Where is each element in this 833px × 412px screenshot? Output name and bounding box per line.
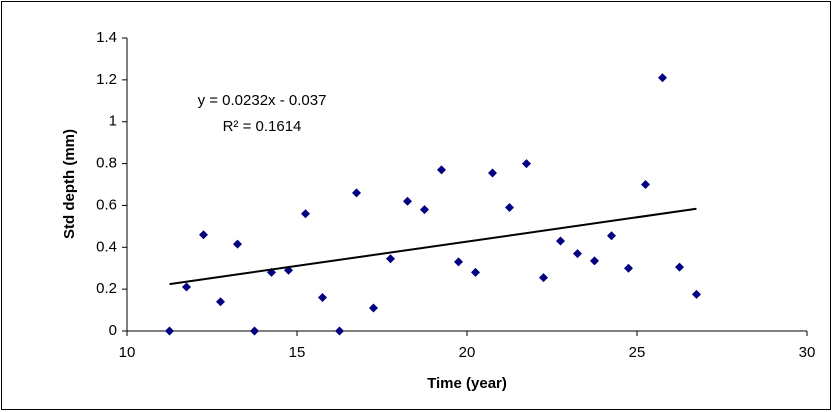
data-point (386, 254, 395, 264)
data-point (437, 165, 446, 175)
data-point (590, 256, 599, 266)
y-tick-label: 0.4 (96, 238, 117, 255)
data-point (165, 326, 174, 336)
x-tick-label: 10 (119, 344, 136, 361)
data-point (692, 289, 701, 299)
data-point (369, 303, 378, 313)
data-point (573, 249, 582, 259)
data-point (318, 293, 327, 303)
trendline-equation: y = 0.0232x - 0.037 (198, 92, 327, 109)
data-point (352, 188, 361, 198)
data-point (301, 209, 310, 219)
data-point (233, 239, 242, 249)
data-point (505, 203, 514, 213)
y-tick-label: 1.4 (96, 29, 117, 46)
data-point (607, 231, 616, 241)
y-tick-label: 1 (109, 113, 117, 130)
data-point (420, 205, 429, 215)
data-point (182, 282, 191, 292)
data-point (199, 230, 208, 240)
y-tick-label: 0 (109, 322, 117, 339)
data-point (250, 326, 259, 336)
data-point (471, 267, 480, 277)
data-point (335, 326, 344, 336)
trendline (169, 207, 697, 286)
trendline-r-squared: R² = 0.1614 (223, 118, 302, 135)
x-tick-label: 20 (459, 344, 476, 361)
y-tick-label: 0.8 (96, 155, 117, 172)
data-point (539, 273, 548, 283)
y-tick-label: 0.6 (96, 196, 117, 213)
x-tick-label: 30 (799, 344, 816, 361)
data-point (454, 257, 463, 267)
data-point (403, 196, 412, 206)
y-tick-label: 0.2 (96, 280, 117, 297)
y-tick-label: 1.2 (96, 71, 117, 88)
data-point (556, 236, 565, 246)
data-point (522, 159, 531, 169)
x-tick-label: 25 (629, 344, 646, 361)
data-point (216, 297, 225, 307)
data-point (641, 180, 650, 189)
y-axis-title: Std depth (mm) (61, 129, 78, 239)
x-axis-title: Time (year) (427, 375, 507, 392)
data-point (675, 262, 684, 272)
data-point (488, 168, 497, 178)
x-tick-label: 15 (289, 344, 306, 361)
data-point (624, 263, 633, 273)
data-point (658, 73, 667, 83)
